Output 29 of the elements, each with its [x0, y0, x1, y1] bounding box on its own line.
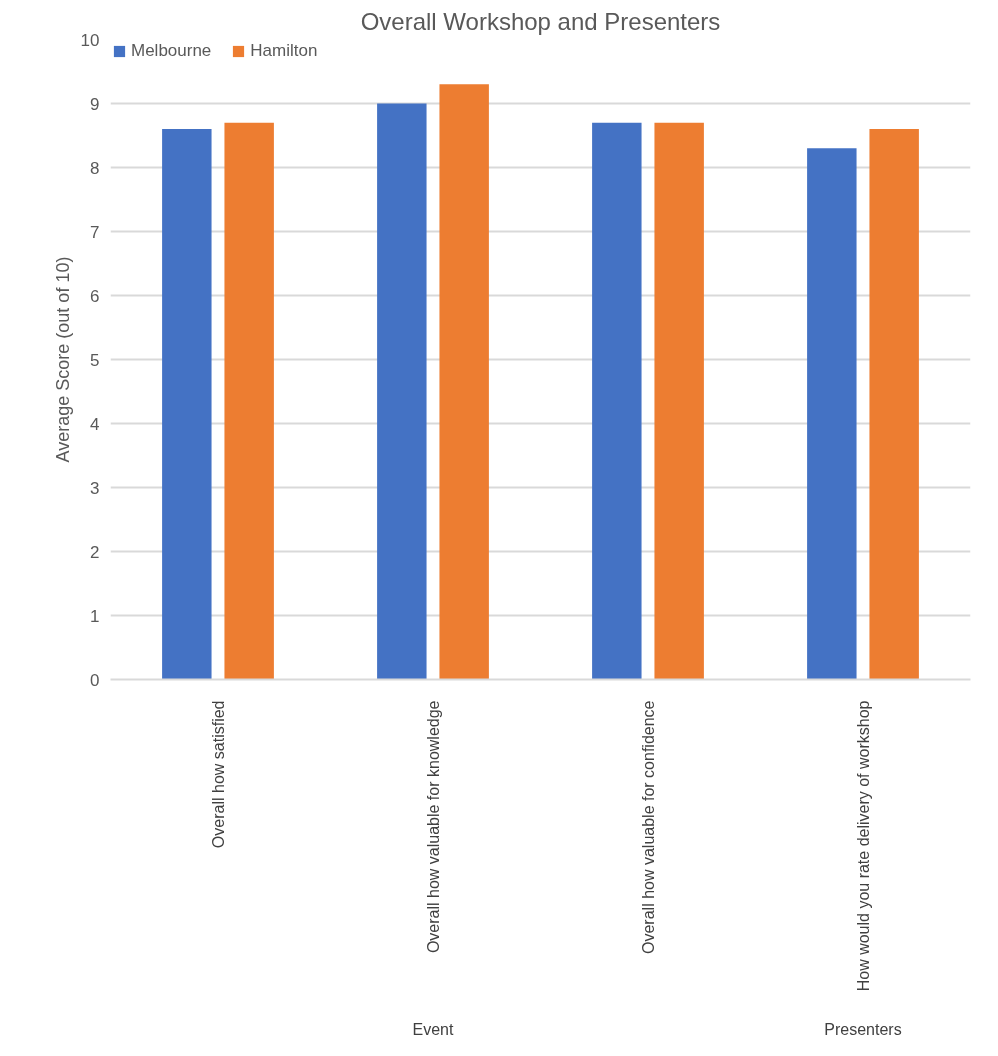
bar [377, 103, 427, 680]
legend-label: Hamilton [250, 41, 318, 61]
x-tick-label: Overall how valuable for knowledge [424, 700, 442, 954]
y-tick-label: 3 [90, 478, 100, 498]
y-tick-label: 8 [90, 158, 100, 178]
y-tick-label: 9 [90, 94, 100, 114]
bar [869, 129, 919, 680]
y-tick-label: 10 [80, 30, 100, 50]
x-tick-label: How would you rate delivery of workshop [854, 700, 872, 992]
text: Event [412, 1020, 455, 1038]
bar [224, 122, 274, 680]
bar [162, 129, 212, 680]
bar [439, 84, 489, 680]
y-tick-label: 4 [90, 414, 100, 434]
x-tick-label: Overall how satisfied [209, 700, 227, 849]
text: Presenters [824, 1020, 902, 1038]
legend-label: Melbourne [131, 41, 212, 61]
x-tick-label: Overall how valuable for confidence [639, 700, 657, 954]
y-tick-label: 0 [90, 670, 100, 690]
y-tick-label: 1 [90, 606, 100, 626]
y-axis-title: Average Score (out of 10) [52, 256, 73, 463]
y-tick-label: 6 [90, 286, 100, 306]
bar [807, 148, 857, 680]
bar [592, 122, 642, 680]
bar [654, 122, 704, 680]
y-tick-label: 7 [90, 222, 100, 242]
chart-title: Overall Workshop and Presenters [360, 7, 721, 35]
y-tick-label: 5 [90, 350, 100, 370]
y-tick-label: 2 [90, 542, 100, 562]
